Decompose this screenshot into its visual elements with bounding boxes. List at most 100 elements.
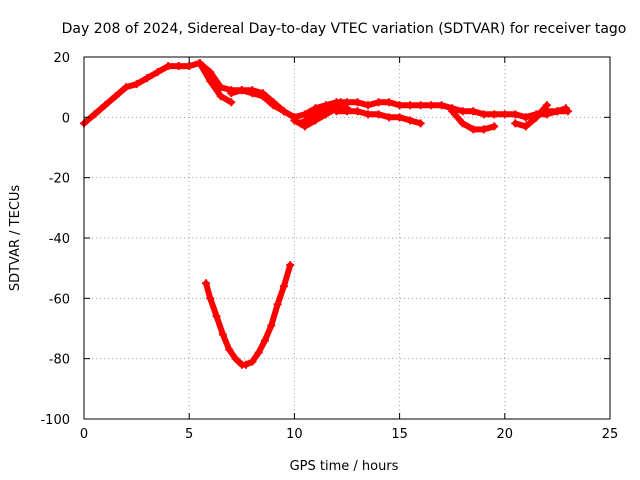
data-point [416,119,425,128]
data-point [206,77,215,86]
data-point [336,98,345,107]
y-tick-label: -20 [49,172,70,187]
data-point [267,321,276,330]
data-point [364,110,373,119]
data-point [416,101,425,110]
data-point [258,89,267,98]
data-point [216,92,225,101]
y-tick-label: -80 [49,353,70,368]
x-axis-label: GPS time / hours [290,459,399,474]
data-point [279,107,288,116]
data-point [296,119,305,128]
data-point [237,86,246,95]
data-point [406,101,415,110]
data-point [231,354,240,363]
data-point [542,101,551,110]
data-point [553,107,562,116]
data-point [227,98,236,107]
data-point [260,336,269,345]
data-point [279,282,288,291]
y-tick-label: -60 [49,292,70,307]
data-point [490,122,499,131]
data-point [227,89,236,98]
data-point [427,101,436,110]
x-tick-label: 15 [391,427,408,442]
data-point [218,330,227,339]
data-point [521,113,530,122]
data-point [458,107,467,116]
data-point [511,119,520,128]
data-series [80,59,572,369]
x-tick-label: 10 [286,427,303,442]
x-tick-label: 0 [80,427,88,442]
data-point [242,360,251,369]
y-tick-label: 0 [62,111,70,126]
data-point [321,110,330,119]
axis-ticks [83,56,611,420]
chart-title: Day 208 of 2024, Sidereal Day-to-day VTE… [62,21,627,37]
data-point [364,101,373,110]
series-branch-5 [332,107,425,128]
data-point [300,110,309,119]
data-point [521,122,530,131]
data-point [202,279,211,288]
data-point [90,110,99,119]
data-point [458,119,467,128]
series-branch-2 [227,86,299,122]
data-point [122,83,131,92]
series-line [196,60,235,106]
data-point [290,116,299,125]
data-point [225,345,234,354]
data-point [315,107,324,116]
data-point [343,107,351,116]
data-point [174,62,183,71]
data-point [254,348,263,357]
data-point [195,59,204,68]
data-point [185,62,194,71]
data-point [248,357,257,366]
data-point [563,107,572,116]
data-point [374,110,383,119]
data-point [353,98,362,107]
data-point [101,101,110,110]
data-point [479,110,488,119]
data-point [469,107,478,116]
data-point [273,300,282,309]
data-point [332,107,341,116]
x-tick-label: 20 [497,427,514,442]
data-point [532,110,541,119]
data-point [490,110,499,119]
data-point [153,68,162,77]
data-point [326,101,335,110]
series-branch-6 [448,107,499,134]
data-point [395,101,404,110]
data-point [385,98,394,107]
data-point [406,116,415,125]
data-point [479,125,488,134]
data-point [164,62,173,71]
x-tick-label: 25 [602,427,619,442]
data-point [286,261,295,270]
data-point [212,312,221,321]
data-point [374,98,383,107]
y-axis-label: SDTVAR / TECUs [8,185,23,292]
data-point [469,125,478,134]
data-point [269,98,278,107]
series-dip-arc [202,261,295,369]
data-point [353,107,362,116]
data-point [542,110,551,119]
y-tick-label: -40 [49,232,70,247]
data-point [385,113,394,122]
data-point [132,80,141,89]
series-branch-8 [521,107,572,122]
data-point [437,101,446,110]
series-branch-4 [296,98,345,128]
data-point [248,86,257,95]
y-tick-label: 20 [53,51,70,66]
series-branch-1 [195,59,236,107]
tick-labels: 0 5 10 15 20 25 20 0 -20 -40 -60 -80 -100 [40,51,618,442]
y-tick-label: -100 [40,413,70,428]
data-point [395,113,404,122]
